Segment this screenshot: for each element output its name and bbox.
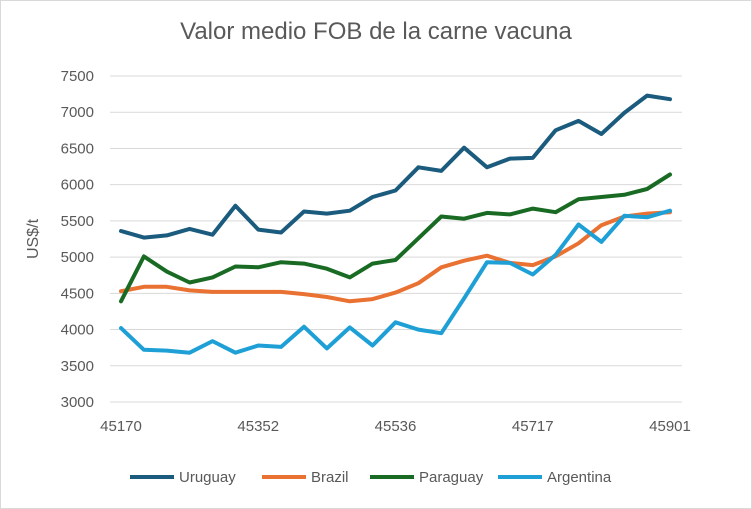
y-axis-label: US$/t (25, 218, 42, 259)
x-tick-label: 45352 (237, 418, 279, 435)
legend-label: Uruguay (179, 469, 236, 486)
legend-label: Brazil (311, 469, 349, 486)
y-tick-label: 5500 (61, 213, 94, 230)
x-tick-label: 45536 (375, 418, 417, 435)
series-line-paraguay (119, 172, 672, 304)
y-tick-label: 5000 (61, 249, 94, 266)
y-tick-label: 7000 (61, 104, 94, 121)
y-tick-label: 3500 (61, 358, 94, 375)
y-tick-label: 3000 (61, 394, 94, 411)
series-line-argentina (119, 208, 672, 355)
legend-label: Paraguay (419, 469, 484, 486)
series-line-brazil (119, 210, 672, 304)
legend-label: Argentina (547, 469, 612, 486)
y-tick-label: 6000 (61, 177, 94, 194)
y-tick-label: 4000 (61, 322, 94, 339)
y-tick-label: 4500 (61, 285, 94, 302)
chart-title: Valor medio FOB de la carne vacuna (180, 18, 572, 45)
x-tick-label: 45901 (649, 418, 691, 435)
x-tick-label: 45170 (100, 418, 142, 435)
series-line-uruguay (119, 93, 672, 240)
x-tick-label: 45717 (512, 418, 554, 435)
y-tick-label: 7500 (61, 68, 94, 85)
y-tick-label: 6500 (61, 140, 94, 157)
